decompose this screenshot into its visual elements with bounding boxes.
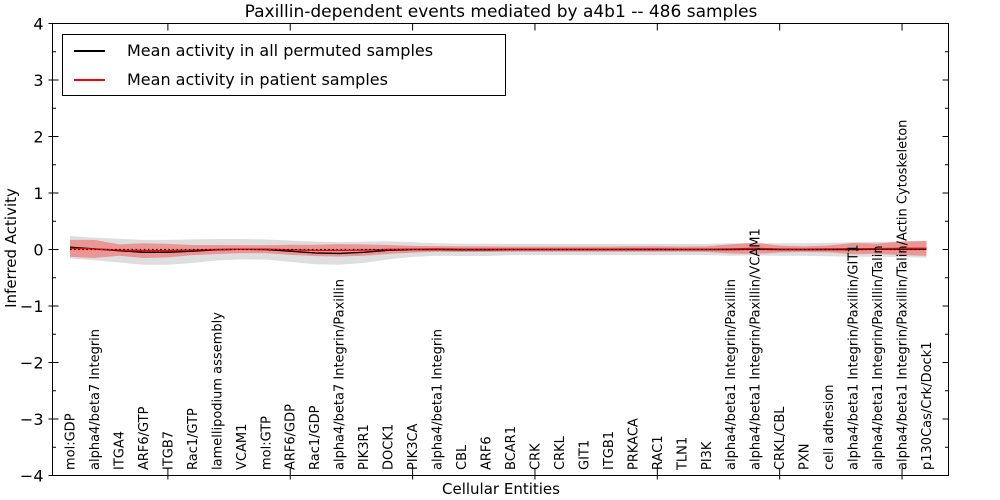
y-tick-label: 1 [33,184,43,203]
x-category-label: lamellipodium assembly [210,312,225,470]
x-category-label: mol:GDP [64,413,79,470]
x-category-label: CRKL/CBL [773,406,788,470]
legend-item-patient: Mean activity in patient samples [74,66,505,93]
y-axis-label: Inferred Activity [2,188,20,308]
y-tick-label: 0 [33,241,43,260]
x-category-label: alpha4/beta1 Integrin [431,329,446,470]
legend-item-permuted: Mean activity in all permuted samples [74,37,505,64]
x-category-label: TLN1 [675,437,690,471]
x-category-label: alpha4/beta1 Integrin/Paxillin/GIT1 [847,244,862,470]
x-category-label: alpha4/beta1 Integrin/Paxillin/Talin/Act… [896,120,911,470]
legend-line-sample-patient [74,78,105,81]
x-category-label: BCAR1 [504,426,519,470]
legend-line-sample-permuted [74,49,105,52]
x-category-label: ITGB7 [161,431,176,470]
y-tick-label: −1 [20,297,44,316]
x-category-label: CRKL [553,435,568,470]
x-category-label: ITGB1 [602,431,617,470]
x-category-label: Rac1/GDP [308,405,323,470]
x-category-label: alpha4/beta7 Integrin [88,329,103,470]
x-category-label: cell adhesion [822,384,837,470]
y-tick-label: 3 [33,71,43,90]
x-category-label: PRKACA [626,418,641,470]
legend-label-permuted: Mean activity in all permuted samples [127,41,434,60]
y-tick-label: −2 [20,354,44,373]
x-category-label: ARF6/GDP [284,404,299,470]
x-category-label: PIK3R1 [357,424,372,470]
x-category-label: ITGA4 [112,431,127,470]
x-category-label: DOCK1 [382,424,397,470]
x-category-label: mol:GTP [259,416,274,470]
x-category-label: alpha4/beta1 Integrin/Paxillin [724,279,739,470]
x-category-label: alpha4/beta1 Integrin/Paxillin/VCAM1 [749,228,764,470]
legend-label-patient: Mean activity in patient samples [127,70,388,89]
x-category-label: PI3K [700,441,715,470]
x-category-label: PXN [798,444,813,470]
x-category-label: ARF6/GTP [137,406,152,470]
x-axis-label: Cellular Entities [442,480,560,498]
y-tick-label: −4 [20,467,44,486]
y-tick-label: 2 [33,128,43,147]
x-category-label: VCAM1 [235,424,250,470]
x-category-label: alpha4/beta7 Integrin/Paxillin [333,279,348,470]
y-tick-label: 4 [33,15,43,34]
permuted-band [70,235,927,265]
legend: Mean activity in all permuted samples Me… [62,34,506,96]
x-category-label: ARF6 [480,436,495,470]
x-category-label: alpha4/beta1 Integrin/Paxillin/Talin [871,245,886,470]
x-category-label: CBL [455,444,470,470]
x-category-label: GIT1 [577,440,592,470]
y-tick-label: −3 [20,410,44,429]
x-category-label: PIK3CA [406,423,421,470]
x-category-label: p130Cas/Crk/Dock1 [920,341,935,470]
x-category-label: RAC1 [651,435,666,470]
x-category-label: CRK [528,443,543,470]
chart-title: Paxillin-dependent events mediated by a4… [244,2,758,22]
x-category-label: Rac1/GTP [186,408,201,470]
